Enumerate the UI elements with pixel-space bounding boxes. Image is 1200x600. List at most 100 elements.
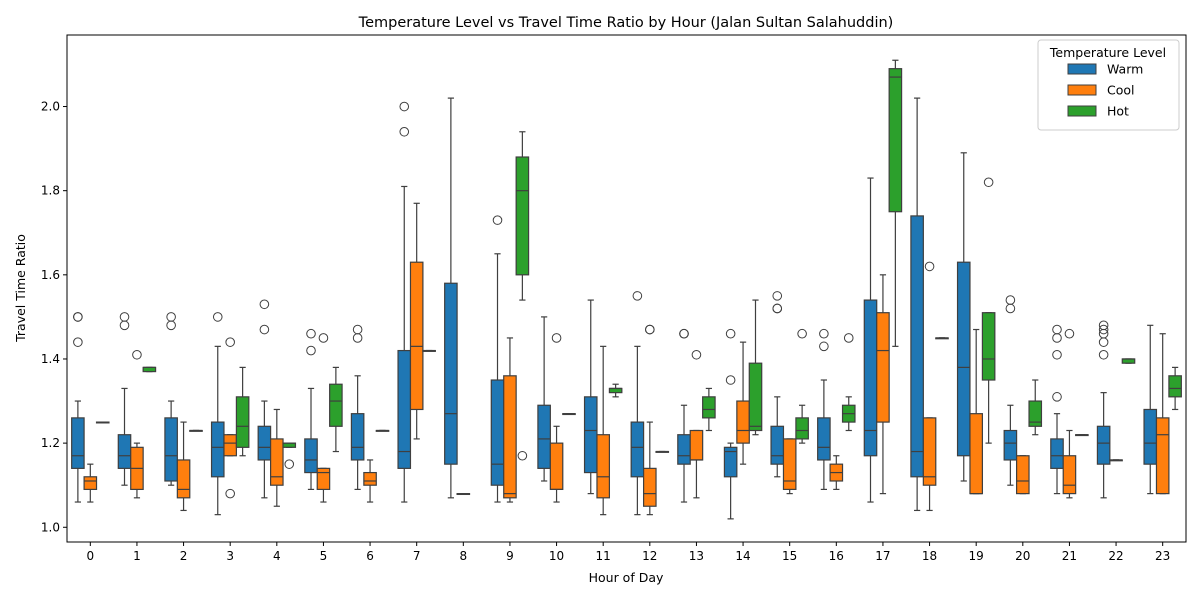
y-tick-label: 1.8 [41,184,60,198]
box-warm-hour-8 [444,97,458,499]
box-hot-hour-9 [515,131,530,461]
outlier-point [924,261,935,272]
box-iqr [316,467,331,491]
legend-label-cool: Cool [1107,83,1135,98]
box-iqr [363,471,377,486]
box-iqr [876,312,890,423]
box-iqr [1168,375,1182,398]
box-iqr [910,215,924,478]
outlier-point [306,328,316,339]
box-iqr [956,261,971,457]
box-iqr [888,68,903,213]
box-cool-hour-0 [83,463,98,503]
box-iqr [922,417,937,486]
axes-frame [66,34,1187,543]
legend-label-warm: Warm [1107,62,1143,77]
box-hot-hour-15 [795,328,809,444]
box-iqr [142,366,157,373]
outlier-point [1064,328,1075,339]
x-tick-label: 17 [875,549,890,563]
box-warm-hour-4 [257,299,272,499]
box-warm-hour-20 [1003,295,1018,486]
y-tick-label: 2.0 [41,100,60,114]
box-warm-hour-17 [863,177,878,503]
x-tick-label: 11 [596,549,611,563]
box-iqr [444,282,458,465]
box-warm-hour-9 [490,215,505,503]
box-cool-hour-15 [782,438,797,495]
x-tick-label: 9 [506,549,514,563]
box-iqr [549,442,564,491]
outlier-point [212,312,223,322]
x-tick-label: 10 [549,549,564,563]
outlier-point [632,291,643,301]
box-iqr [1096,425,1111,465]
box-iqr [748,362,763,432]
legend: Temperature Level Warm Cool Hot [1037,39,1180,131]
plot-area [71,59,1182,520]
box-iqr [282,442,297,448]
box-cool-hour-12 [642,324,657,516]
box-warm-hour-7 [397,101,412,503]
outlier-point [1098,337,1109,347]
outlier-point [306,345,316,356]
box-hot-hour-2 [189,429,203,432]
box-cool-hour-17 [876,274,890,495]
box-iqr [409,261,424,411]
outlier-point [399,101,410,112]
box-iqr [1003,429,1018,461]
outlier-point [492,215,503,225]
box-warm-hour-1 [117,312,132,486]
outlier-point [1098,349,1109,360]
box-iqr [770,425,785,465]
box-cool-hour-20 [1015,455,1030,495]
box-cool-hour-18 [922,261,937,512]
box-iqr [164,417,178,482]
outlier-point [517,450,528,461]
box-iqr [702,396,716,419]
legend-swatch-cool [1067,84,1097,96]
box-cool-hour-16 [829,455,844,491]
box-iqr [583,396,598,474]
outlier-point [725,375,736,385]
box-cool-hour-19 [969,328,984,495]
outlier-point [119,312,130,322]
box-hot-hour-1 [142,366,157,373]
box-iqr [596,434,611,499]
x-tick-label: 7 [413,549,421,563]
box-iqr [176,459,191,499]
y-axis: 1.0 1.2 1.4 1.6 1.8 2.0 [41,100,67,534]
outlier-point [1005,295,1016,305]
x-tick-label: 23 [1155,549,1170,563]
box-hot-hour-0 [95,421,110,424]
box-iqr [1050,438,1064,469]
box-hot-hour-14 [748,299,763,436]
x-tick-label: 22 [1108,549,1123,563]
outlier-point [819,328,829,339]
box-iqr [969,413,984,495]
x-tick-label: 18 [922,549,937,563]
outlier-point [318,333,329,343]
outlier-point [983,177,994,188]
x-tick-label: 0 [86,549,94,563]
box-hot-hour-23 [1168,366,1182,411]
box-cool-hour-14 [736,341,750,465]
outlier-point [119,320,130,331]
box-iqr [350,413,365,461]
box-warm-hour-10 [537,316,551,482]
box-cool-hour-13 [689,349,704,499]
box-warm-hour-14 [723,328,738,520]
x-tick-label: 1 [133,549,141,563]
box-iqr [1015,455,1030,495]
x-tick-label: 21 [1062,549,1077,563]
box-hot-hour-18 [935,337,949,340]
box-hot-hour-7 [422,349,436,352]
outlier-point [73,337,83,347]
x-tick-label: 20 [1015,549,1030,563]
box-warm-hour-23 [1143,324,1158,495]
box-cool-hour-7 [409,202,424,440]
outlier-point [843,333,854,343]
box-warm-hour-13 [677,328,691,503]
box-hot-hour-4 [282,442,297,469]
